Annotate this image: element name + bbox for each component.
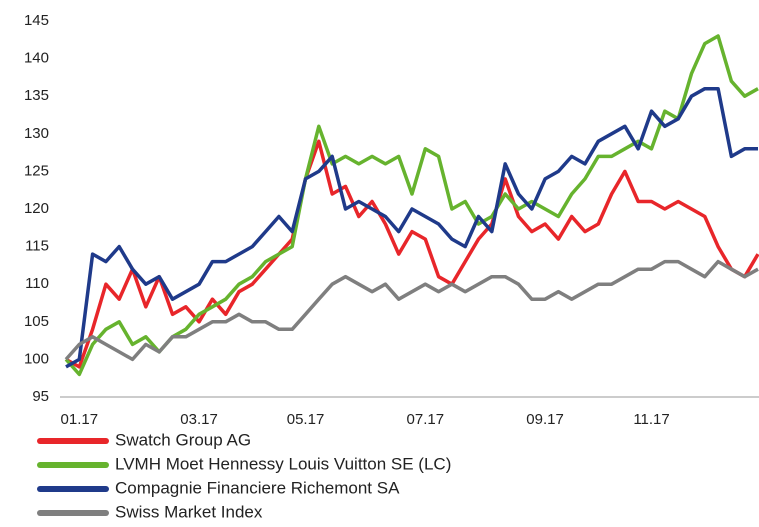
series-line	[65, 139, 759, 369]
series-line	[64, 34, 759, 377]
y-tick-label: 130	[24, 125, 49, 142]
y-tick-label: 120	[24, 200, 49, 217]
y-tick-label: 140	[24, 50, 49, 67]
y-tick-label: 145	[24, 12, 49, 29]
legend-label: LVMH Moet Hennessy Louis Vuitton SE (LC)	[115, 454, 451, 473]
x-tick-label: 09.17	[526, 411, 564, 428]
x-tick-label: 07.17	[407, 411, 445, 428]
x-tick-label: 01.17	[61, 411, 99, 428]
legend-label: Swatch Group AG	[115, 430, 251, 449]
legend-label: Swiss Market Index	[115, 502, 263, 521]
y-tick-label: 105	[24, 313, 49, 330]
y-tick-label: 135	[24, 87, 49, 104]
x-tick-label: 11.17	[633, 411, 669, 428]
legend-label: Compagnie Financiere Richemont SA	[115, 478, 400, 497]
x-tick-label: 05.17	[287, 411, 325, 428]
series-line	[64, 259, 759, 362]
y-tick-label: 110	[25, 275, 49, 292]
x-tick-label: 03.17	[180, 411, 218, 428]
series-line	[65, 86, 758, 369]
y-tick-label: 125	[24, 162, 49, 179]
y-tick-label: 115	[25, 238, 49, 255]
y-tick-label: 95	[32, 388, 49, 405]
y-tick-label: 100	[24, 350, 49, 367]
